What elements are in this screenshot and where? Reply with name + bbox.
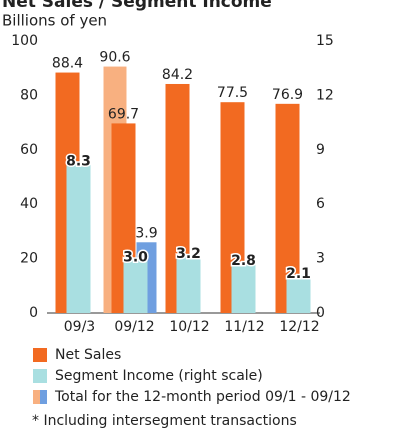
footnote: * Including intersegment transactions	[32, 413, 297, 429]
x-tick-label: 09/3	[64, 319, 95, 335]
bar	[286, 274, 311, 313]
legend-swatch	[33, 390, 40, 404]
data-label: 8.3	[66, 153, 91, 169]
legend-label: Segment Income (right scale)	[55, 368, 263, 384]
y-tick-label: 40	[20, 196, 38, 212]
data-label: 84.2	[162, 67, 193, 83]
legend-swatch	[33, 348, 47, 362]
x-tick-label: 09/12	[114, 319, 154, 335]
y-tick-label: 20	[20, 251, 38, 267]
data-label: 88.4	[52, 56, 83, 72]
bar	[231, 262, 256, 313]
x-tick-label: 11/12	[224, 319, 264, 335]
bar	[66, 162, 91, 313]
y-tick-label: 0	[29, 305, 38, 321]
legend-swatch	[33, 369, 47, 383]
data-label: 3.0	[123, 250, 148, 266]
bar	[176, 254, 201, 313]
data-label: 3.2	[176, 246, 201, 262]
legend-swatch	[40, 390, 47, 404]
y2-tick-label: 3	[316, 251, 325, 267]
legend-label: Net Sales	[55, 347, 121, 363]
chart-title: Net Sales / Segment Income	[2, 0, 272, 12]
data-label: 69.7	[108, 106, 139, 122]
legend-label: Total for the 12-month period 09/1 - 09/…	[54, 389, 351, 405]
data-label: 2.1	[286, 266, 311, 282]
y2-tick-label: 6	[316, 196, 325, 212]
x-tick-label: 12/12	[279, 319, 319, 335]
y-tick-label: 80	[20, 87, 38, 103]
y2-tick-label: 0	[316, 305, 325, 321]
data-label: 76.9	[272, 87, 303, 103]
y2-tick-label: 12	[316, 87, 334, 103]
data-label: 77.5	[217, 85, 248, 101]
x-tick-label: 10/12	[169, 319, 209, 335]
data-label: 2.8	[231, 253, 256, 269]
y-tick-label: 100	[11, 33, 38, 49]
y2-tick-label: 15	[316, 33, 334, 49]
y-tick-label: 60	[20, 142, 38, 158]
data-label: 90.6	[99, 50, 130, 66]
y2-tick-label: 9	[316, 142, 325, 158]
data-label: 3.9	[135, 225, 157, 241]
chart-subtitle: Billions of yen	[2, 12, 107, 30]
bar	[123, 258, 148, 313]
